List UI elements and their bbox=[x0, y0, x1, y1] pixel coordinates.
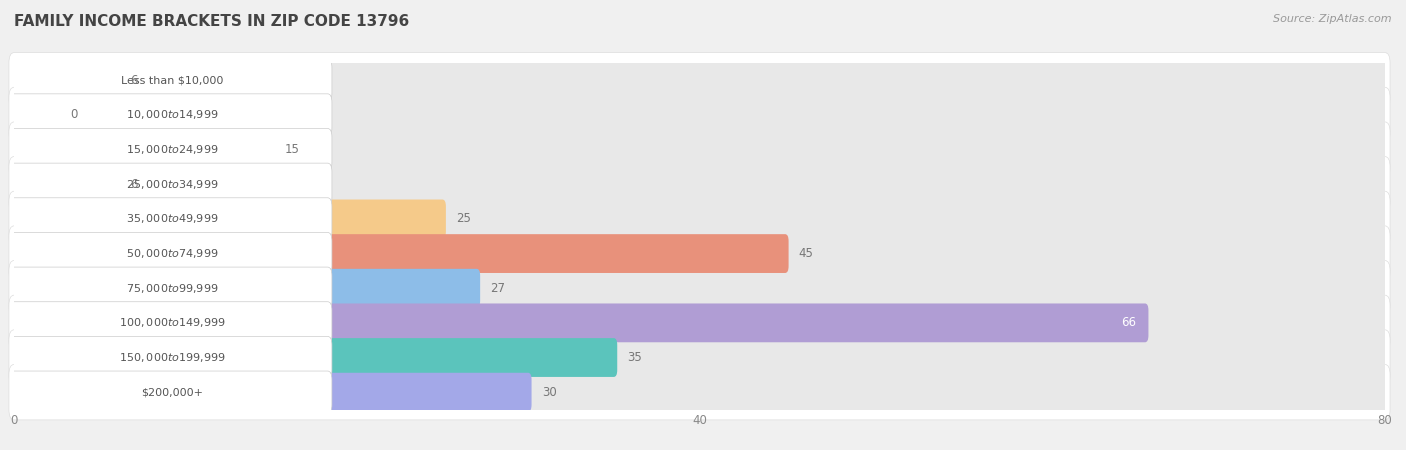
FancyBboxPatch shape bbox=[7, 302, 332, 344]
Text: $10,000 to $14,999: $10,000 to $14,999 bbox=[127, 108, 219, 122]
FancyBboxPatch shape bbox=[11, 199, 446, 238]
FancyBboxPatch shape bbox=[11, 303, 1388, 342]
Text: $50,000 to $74,999: $50,000 to $74,999 bbox=[127, 247, 219, 260]
FancyBboxPatch shape bbox=[8, 191, 1391, 247]
Text: 0: 0 bbox=[70, 108, 77, 122]
Text: $75,000 to $99,999: $75,000 to $99,999 bbox=[127, 282, 219, 295]
FancyBboxPatch shape bbox=[11, 373, 1388, 412]
FancyBboxPatch shape bbox=[11, 130, 274, 169]
FancyBboxPatch shape bbox=[7, 267, 332, 309]
FancyBboxPatch shape bbox=[11, 95, 60, 135]
FancyBboxPatch shape bbox=[11, 61, 121, 100]
Text: 6: 6 bbox=[131, 178, 138, 191]
FancyBboxPatch shape bbox=[7, 129, 332, 171]
Text: 30: 30 bbox=[541, 386, 557, 399]
FancyBboxPatch shape bbox=[11, 165, 121, 204]
Text: $35,000 to $49,999: $35,000 to $49,999 bbox=[127, 212, 219, 225]
Text: 6: 6 bbox=[131, 74, 138, 87]
Text: 15: 15 bbox=[285, 143, 299, 156]
FancyBboxPatch shape bbox=[11, 61, 1388, 100]
FancyBboxPatch shape bbox=[8, 364, 1391, 420]
Text: 35: 35 bbox=[627, 351, 643, 364]
FancyBboxPatch shape bbox=[7, 371, 332, 413]
Text: FAMILY INCOME BRACKETS IN ZIP CODE 13796: FAMILY INCOME BRACKETS IN ZIP CODE 13796 bbox=[14, 14, 409, 28]
FancyBboxPatch shape bbox=[11, 130, 1388, 169]
FancyBboxPatch shape bbox=[11, 199, 1388, 238]
FancyBboxPatch shape bbox=[7, 94, 332, 136]
FancyBboxPatch shape bbox=[8, 157, 1391, 212]
Text: 27: 27 bbox=[491, 282, 505, 295]
Text: $15,000 to $24,999: $15,000 to $24,999 bbox=[127, 143, 219, 156]
FancyBboxPatch shape bbox=[11, 165, 1388, 204]
FancyBboxPatch shape bbox=[7, 163, 332, 205]
Text: 45: 45 bbox=[799, 247, 814, 260]
FancyBboxPatch shape bbox=[7, 233, 332, 274]
Text: $150,000 to $199,999: $150,000 to $199,999 bbox=[120, 351, 226, 364]
Text: $200,000+: $200,000+ bbox=[142, 387, 204, 397]
FancyBboxPatch shape bbox=[11, 234, 1388, 273]
Text: 66: 66 bbox=[1122, 316, 1136, 329]
Text: Less than $10,000: Less than $10,000 bbox=[121, 75, 224, 86]
FancyBboxPatch shape bbox=[8, 226, 1391, 281]
FancyBboxPatch shape bbox=[11, 338, 617, 377]
FancyBboxPatch shape bbox=[7, 198, 332, 240]
FancyBboxPatch shape bbox=[11, 234, 789, 273]
FancyBboxPatch shape bbox=[11, 373, 531, 412]
FancyBboxPatch shape bbox=[11, 303, 1149, 342]
FancyBboxPatch shape bbox=[7, 59, 332, 101]
Text: Source: ZipAtlas.com: Source: ZipAtlas.com bbox=[1274, 14, 1392, 23]
FancyBboxPatch shape bbox=[8, 122, 1391, 177]
FancyBboxPatch shape bbox=[11, 338, 1388, 377]
Text: 25: 25 bbox=[456, 212, 471, 225]
Text: $100,000 to $149,999: $100,000 to $149,999 bbox=[120, 316, 226, 329]
FancyBboxPatch shape bbox=[11, 269, 481, 308]
FancyBboxPatch shape bbox=[8, 53, 1391, 108]
FancyBboxPatch shape bbox=[8, 87, 1391, 143]
FancyBboxPatch shape bbox=[7, 337, 332, 378]
FancyBboxPatch shape bbox=[11, 95, 1388, 135]
FancyBboxPatch shape bbox=[11, 269, 1388, 308]
FancyBboxPatch shape bbox=[8, 295, 1391, 351]
FancyBboxPatch shape bbox=[8, 261, 1391, 316]
FancyBboxPatch shape bbox=[8, 330, 1391, 385]
Text: $25,000 to $34,999: $25,000 to $34,999 bbox=[127, 178, 219, 191]
